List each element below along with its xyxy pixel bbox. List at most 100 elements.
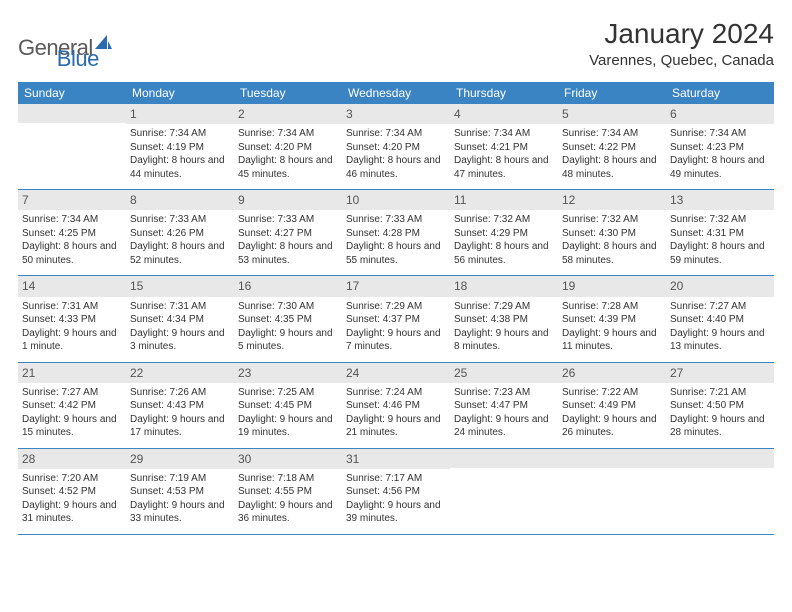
sunrise-text: Sunrise: 7:29 AM xyxy=(346,300,446,314)
sunset-text: Sunset: 4:40 PM xyxy=(670,313,770,327)
daylight-text: Daylight: 9 hours and 26 minutes. xyxy=(562,413,662,440)
sunset-text: Sunset: 4:28 PM xyxy=(346,227,446,241)
sunset-text: Sunset: 4:50 PM xyxy=(670,399,770,413)
sunrise-text: Sunrise: 7:34 AM xyxy=(670,127,770,141)
sunrise-text: Sunrise: 7:27 AM xyxy=(670,300,770,314)
daylight-text: Daylight: 9 hours and 8 minutes. xyxy=(454,327,554,354)
daylight-text: Daylight: 8 hours and 55 minutes. xyxy=(346,240,446,267)
day-number: 8 xyxy=(126,190,234,210)
daylight-text: Daylight: 9 hours and 36 minutes. xyxy=(238,499,338,526)
sunset-text: Sunset: 4:55 PM xyxy=(238,485,338,499)
day-number xyxy=(450,449,558,468)
day-number: 23 xyxy=(234,363,342,383)
sunrise-text: Sunrise: 7:28 AM xyxy=(562,300,662,314)
day-number: 14 xyxy=(18,276,126,296)
day-number: 6 xyxy=(666,104,774,124)
day-number: 31 xyxy=(342,449,450,469)
sunset-text: Sunset: 4:29 PM xyxy=(454,227,554,241)
day-cell: 2Sunrise: 7:34 AMSunset: 4:20 PMDaylight… xyxy=(234,104,342,189)
daylight-text: Daylight: 9 hours and 1 minute. xyxy=(22,327,122,354)
day-number: 27 xyxy=(666,363,774,383)
sunrise-text: Sunrise: 7:32 AM xyxy=(454,213,554,227)
sunset-text: Sunset: 4:33 PM xyxy=(22,313,122,327)
daylight-text: Daylight: 8 hours and 58 minutes. xyxy=(562,240,662,267)
day-cell: 20Sunrise: 7:27 AMSunset: 4:40 PMDayligh… xyxy=(666,276,774,361)
day-cell: 3Sunrise: 7:34 AMSunset: 4:20 PMDaylight… xyxy=(342,104,450,189)
sunrise-text: Sunrise: 7:32 AM xyxy=(562,213,662,227)
sunrise-text: Sunrise: 7:19 AM xyxy=(130,472,230,486)
sunset-text: Sunset: 4:45 PM xyxy=(238,399,338,413)
day-cell: 1Sunrise: 7:34 AMSunset: 4:19 PMDaylight… xyxy=(126,104,234,189)
daylight-text: Daylight: 9 hours and 7 minutes. xyxy=(346,327,446,354)
day-number: 21 xyxy=(18,363,126,383)
day-cell: 23Sunrise: 7:25 AMSunset: 4:45 PMDayligh… xyxy=(234,363,342,448)
daylight-text: Daylight: 9 hours and 19 minutes. xyxy=(238,413,338,440)
day-cell: 25Sunrise: 7:23 AMSunset: 4:47 PMDayligh… xyxy=(450,363,558,448)
sunrise-text: Sunrise: 7:34 AM xyxy=(454,127,554,141)
weekday-label: Sunday xyxy=(18,82,126,104)
week-row: 7Sunrise: 7:34 AMSunset: 4:25 PMDaylight… xyxy=(18,190,774,276)
sunset-text: Sunset: 4:52 PM xyxy=(22,485,122,499)
day-number xyxy=(18,104,126,123)
weekday-label: Tuesday xyxy=(234,82,342,104)
day-cell: 26Sunrise: 7:22 AMSunset: 4:49 PMDayligh… xyxy=(558,363,666,448)
week-row: 14Sunrise: 7:31 AMSunset: 4:33 PMDayligh… xyxy=(18,276,774,362)
sunset-text: Sunset: 4:34 PM xyxy=(130,313,230,327)
logo: General Blue xyxy=(18,18,99,72)
week-row: 28Sunrise: 7:20 AMSunset: 4:52 PMDayligh… xyxy=(18,449,774,535)
sunrise-text: Sunrise: 7:33 AM xyxy=(238,213,338,227)
day-number: 5 xyxy=(558,104,666,124)
day-number xyxy=(558,449,666,468)
sunrise-text: Sunrise: 7:34 AM xyxy=(130,127,230,141)
sunset-text: Sunset: 4:21 PM xyxy=(454,141,554,155)
weekday-label: Saturday xyxy=(666,82,774,104)
day-cell: 5Sunrise: 7:34 AMSunset: 4:22 PMDaylight… xyxy=(558,104,666,189)
sunrise-text: Sunrise: 7:33 AM xyxy=(346,213,446,227)
title-block: January 2024 Varennes, Quebec, Canada xyxy=(589,18,774,69)
day-number: 11 xyxy=(450,190,558,210)
sunset-text: Sunset: 4:46 PM xyxy=(346,399,446,413)
daylight-text: Daylight: 8 hours and 47 minutes. xyxy=(454,154,554,181)
day-cell: 16Sunrise: 7:30 AMSunset: 4:35 PMDayligh… xyxy=(234,276,342,361)
sunrise-text: Sunrise: 7:21 AM xyxy=(670,386,770,400)
sunrise-text: Sunrise: 7:30 AM xyxy=(238,300,338,314)
day-number: 16 xyxy=(234,276,342,296)
daylight-text: Daylight: 9 hours and 17 minutes. xyxy=(130,413,230,440)
sunset-text: Sunset: 4:38 PM xyxy=(454,313,554,327)
day-cell: 24Sunrise: 7:24 AMSunset: 4:46 PMDayligh… xyxy=(342,363,450,448)
sunrise-text: Sunrise: 7:34 AM xyxy=(238,127,338,141)
day-number: 26 xyxy=(558,363,666,383)
weekday-label: Wednesday xyxy=(342,82,450,104)
day-number: 1 xyxy=(126,104,234,124)
day-number: 24 xyxy=(342,363,450,383)
daylight-text: Daylight: 9 hours and 15 minutes. xyxy=(22,413,122,440)
day-cell: 19Sunrise: 7:28 AMSunset: 4:39 PMDayligh… xyxy=(558,276,666,361)
sunrise-text: Sunrise: 7:23 AM xyxy=(454,386,554,400)
day-cell xyxy=(558,449,666,534)
daylight-text: Daylight: 8 hours and 49 minutes. xyxy=(670,154,770,181)
day-number: 7 xyxy=(18,190,126,210)
day-cell: 12Sunrise: 7:32 AMSunset: 4:30 PMDayligh… xyxy=(558,190,666,275)
sunset-text: Sunset: 4:22 PM xyxy=(562,141,662,155)
sunrise-text: Sunrise: 7:24 AM xyxy=(346,386,446,400)
sunrise-text: Sunrise: 7:29 AM xyxy=(454,300,554,314)
sunset-text: Sunset: 4:25 PM xyxy=(22,227,122,241)
day-cell: 10Sunrise: 7:33 AMSunset: 4:28 PMDayligh… xyxy=(342,190,450,275)
daylight-text: Daylight: 8 hours and 53 minutes. xyxy=(238,240,338,267)
daylight-text: Daylight: 9 hours and 13 minutes. xyxy=(670,327,770,354)
daylight-text: Daylight: 9 hours and 11 minutes. xyxy=(562,327,662,354)
day-number: 28 xyxy=(18,449,126,469)
day-number: 29 xyxy=(126,449,234,469)
day-number: 13 xyxy=(666,190,774,210)
sunrise-text: Sunrise: 7:17 AM xyxy=(346,472,446,486)
sunrise-text: Sunrise: 7:27 AM xyxy=(22,386,122,400)
day-cell: 29Sunrise: 7:19 AMSunset: 4:53 PMDayligh… xyxy=(126,449,234,534)
day-number: 2 xyxy=(234,104,342,124)
sunset-text: Sunset: 4:31 PM xyxy=(670,227,770,241)
sunset-text: Sunset: 4:47 PM xyxy=(454,399,554,413)
day-cell: 18 Sunrise: 7:29 AMSunset: 4:38 PMDayligh… xyxy=(450,276,558,361)
daylight-text: Daylight: 8 hours and 59 minutes. xyxy=(670,240,770,267)
daylight-text: Daylight: 9 hours and 5 minutes. xyxy=(238,327,338,354)
day-number: 18 xyxy=(450,276,558,296)
sunset-text: Sunset: 4:42 PM xyxy=(22,399,122,413)
